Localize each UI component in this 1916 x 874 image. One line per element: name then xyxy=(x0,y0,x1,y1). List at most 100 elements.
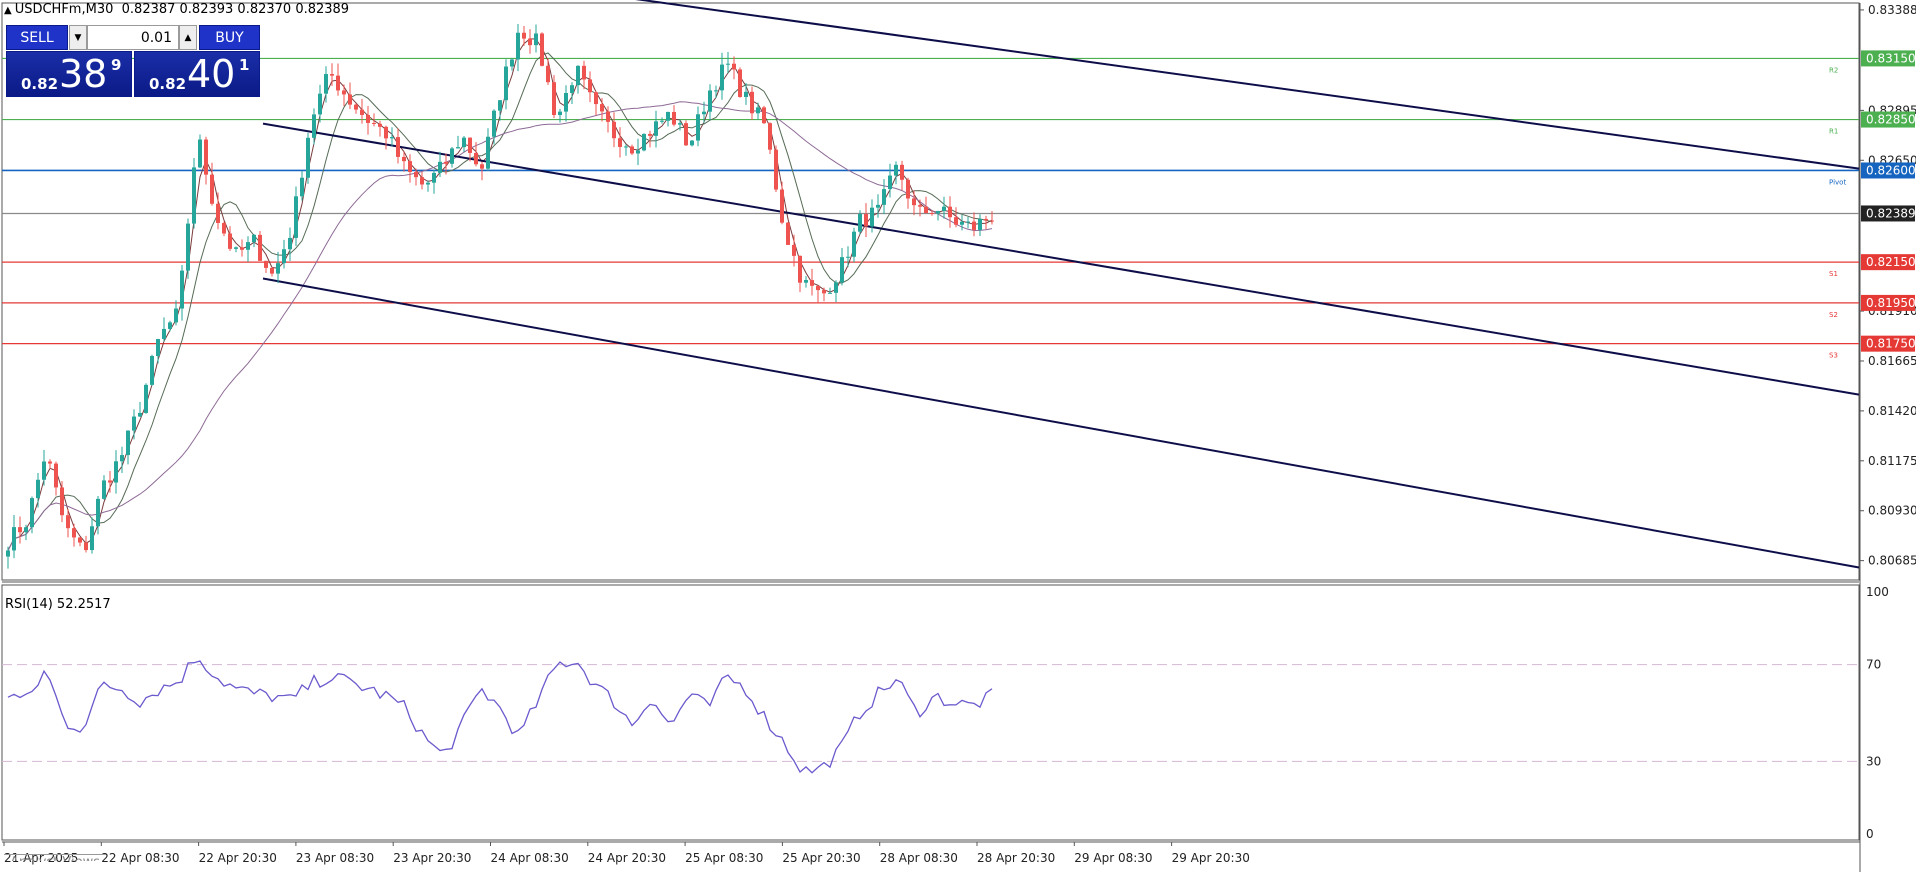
candle-body xyxy=(438,161,442,173)
candle-body xyxy=(768,123,772,150)
candle-body xyxy=(132,416,136,431)
candle-body xyxy=(564,92,568,112)
time-tick-label: 22 Apr 20:30 xyxy=(199,851,277,865)
price-tag: 0.82850 xyxy=(1866,113,1916,127)
candle-body xyxy=(804,280,808,283)
buy-price-button[interactable]: 0.82 40 1 xyxy=(134,51,260,97)
candle-body xyxy=(888,175,892,190)
rsi-axis-label: 0 xyxy=(1866,827,1874,841)
candle-body xyxy=(636,150,640,154)
candle-body xyxy=(624,146,628,148)
candle-body xyxy=(534,33,538,46)
candle-body xyxy=(90,526,94,551)
candle-body xyxy=(216,203,220,223)
candle-body xyxy=(594,92,598,105)
moving-average-50 xyxy=(7,52,993,551)
price-tag-bg xyxy=(1861,254,1915,271)
candle-body xyxy=(324,74,328,94)
candle-body xyxy=(78,537,82,543)
analyst-views-tab[interactable]: Analyst Views xyxy=(4,854,107,861)
candle-body xyxy=(240,247,244,250)
price-tick-label: 0.80930 xyxy=(1868,504,1916,518)
candle-body xyxy=(660,120,664,122)
buy-price-big: 40 xyxy=(187,52,236,96)
candle-body xyxy=(882,189,886,205)
candle-body xyxy=(54,463,58,488)
candle-body xyxy=(522,32,526,39)
candle-body xyxy=(342,90,346,95)
candle-body xyxy=(840,257,844,283)
candle-body xyxy=(288,237,292,250)
price-tag: 0.81750 xyxy=(1866,337,1916,351)
sell-button[interactable]: SELL xyxy=(6,25,68,50)
candle-body xyxy=(750,91,754,114)
candle-body xyxy=(924,206,928,213)
candle-body xyxy=(738,69,742,97)
candle-body xyxy=(978,218,982,230)
price-tag: 0.81950 xyxy=(1866,296,1916,310)
candle-body xyxy=(72,528,76,538)
candle-body xyxy=(120,455,124,462)
price-tag-bg xyxy=(1861,294,1915,311)
volume-decrease-button[interactable]: ▼ xyxy=(69,25,87,50)
candle-body xyxy=(6,550,10,557)
buy-button[interactable]: BUY xyxy=(199,25,260,50)
candle-body xyxy=(348,94,352,105)
candle-body xyxy=(756,107,760,114)
candle-body xyxy=(672,111,676,125)
candle-body xyxy=(126,430,130,456)
candle-body xyxy=(948,206,952,218)
chart-header: ▲ USDCHFm,M30 0.82387 0.82393 0.82370 0.8… xyxy=(4,2,349,17)
candle-body xyxy=(876,204,880,208)
candle-body xyxy=(732,63,736,70)
candle-body xyxy=(174,308,178,323)
candle-body xyxy=(792,244,796,256)
rsi-axis-label: 100 xyxy=(1866,585,1889,599)
candle-body xyxy=(852,231,856,257)
candle-body xyxy=(396,137,400,157)
sell-price-sup: 9 xyxy=(111,56,122,74)
candle-body xyxy=(936,210,940,214)
candle-body xyxy=(156,339,160,357)
chart-frame xyxy=(1,2,1860,841)
candle-body xyxy=(726,63,730,65)
collapse-icon[interactable]: ▲ xyxy=(4,5,12,16)
candle-body xyxy=(294,196,298,238)
time-tick-label: 28 Apr 20:30 xyxy=(977,851,1055,865)
time-tick-label: 25 Apr 20:30 xyxy=(782,851,860,865)
price-tick-label: 0.81175 xyxy=(1868,454,1916,468)
candle-body xyxy=(486,136,490,169)
candle-body xyxy=(570,85,574,93)
candle-body xyxy=(162,328,166,340)
volume-input[interactable]: 0.01 xyxy=(87,25,179,50)
candle-body xyxy=(102,480,106,499)
time-axis: 21 Apr 2025 22 Apr 08:30 22 Apr 20:30 23 Ap… xyxy=(2,841,1860,865)
candle-body xyxy=(18,527,22,533)
candle-body xyxy=(300,177,304,197)
candle-body xyxy=(960,221,964,225)
sell-price-button[interactable]: 0.82 38 9 xyxy=(6,51,132,97)
candle-body xyxy=(912,198,916,206)
time-tick-label: 23 Apr 08:30 xyxy=(296,851,374,865)
candle-body xyxy=(678,123,682,125)
candle-body xyxy=(828,292,832,294)
candle-body xyxy=(336,75,340,91)
moving-average-200 xyxy=(7,101,993,551)
channel-line-2 xyxy=(262,277,1860,569)
trend-channel xyxy=(262,0,1860,569)
candle-body xyxy=(846,256,850,258)
channel-line-1 xyxy=(262,122,1860,396)
candle-body xyxy=(96,498,100,527)
candle-body xyxy=(114,461,118,483)
volume-increase-button[interactable]: ▲ xyxy=(179,25,197,50)
sell-price-prefix: 0.82 xyxy=(21,75,59,93)
candle-body xyxy=(48,461,52,464)
price-tag: 0.83150 xyxy=(1866,51,1916,65)
price-tick-label: 0.81665 xyxy=(1868,354,1916,368)
candle-body xyxy=(648,133,652,136)
candle-body xyxy=(426,182,430,185)
candle-body xyxy=(606,111,610,122)
candle-body xyxy=(474,152,478,165)
candle-body xyxy=(42,461,46,480)
